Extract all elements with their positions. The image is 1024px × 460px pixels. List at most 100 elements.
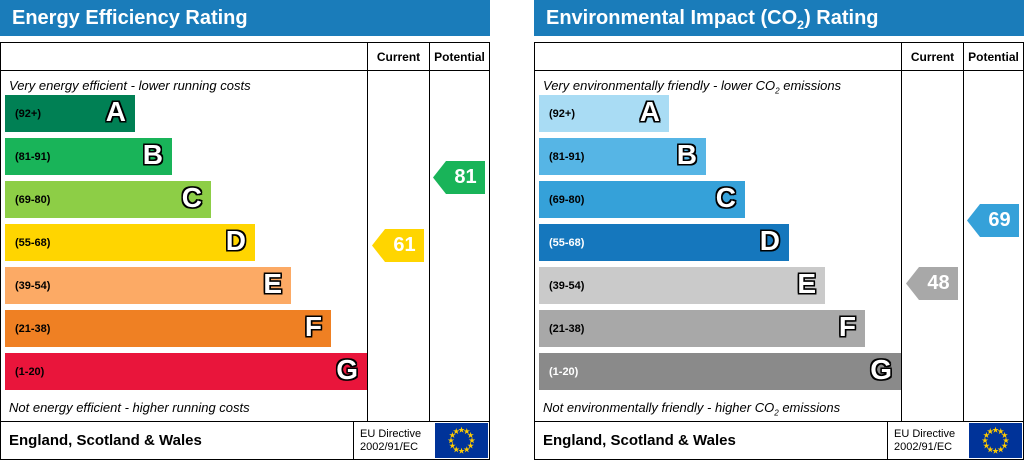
chart-table: Current Potential Very environmentally fri…: [534, 42, 1024, 460]
subscript-text: 2: [775, 86, 780, 96]
text-part: ) Rating: [804, 7, 879, 29]
band-range-label: (81-91): [549, 150, 585, 163]
eu-flag-star: [463, 446, 470, 453]
footer-row: England, Scotland & Wales EU Directive 200…: [535, 421, 1023, 459]
rating-band-e: (39-54) E: [539, 267, 825, 304]
column-headers-row: Current Potential: [1, 43, 489, 71]
rating-band-f: (21-38) F: [5, 310, 331, 347]
current-column-divider: [901, 43, 902, 421]
rating-band-f: (21-38) F: [539, 310, 865, 347]
eu-flag-star: [983, 431, 990, 438]
eu-flag-image: [969, 423, 1022, 458]
potential-column-divider: [429, 43, 430, 421]
rating-band-c: (69-80) C: [5, 181, 211, 218]
rating-band-d: (55-68) D: [539, 224, 789, 261]
eu-directive-text: EU Directive 2002/91/EC: [353, 422, 433, 459]
eu-flag-star: [1002, 437, 1010, 444]
top-note: Very environmentally friendly - lower CO…: [543, 78, 841, 96]
band-letter: G: [870, 354, 892, 386]
column-headers-row: Current Potential: [535, 43, 1023, 71]
eu-flag-star: [447, 437, 455, 444]
eu-directive-line: EU Directive: [894, 427, 956, 440]
footer-row: England, Scotland & Wales EU Directive 200…: [1, 421, 489, 459]
rating-band-g: (1-20) G: [5, 353, 367, 390]
band-range-label: (21-38): [549, 322, 585, 335]
region-label: England, Scotland & Wales: [543, 432, 736, 449]
potential-column-header: Potential: [968, 50, 1019, 64]
band-letter: F: [304, 311, 322, 343]
band-range-label: (55-68): [549, 236, 585, 249]
eu-flag-star: [997, 428, 1004, 435]
text-part: Very environmentally friendly - lower CO: [543, 78, 776, 93]
eu-flag-image: [435, 423, 488, 458]
band-letter: A: [639, 96, 660, 128]
eu-flag-star: [983, 442, 990, 449]
eu-flag-star: [981, 437, 989, 444]
current-column-divider: [367, 43, 368, 421]
epc-chart-energy-efficiency: Energy Efficiency Rating Current Potential…: [0, 0, 490, 460]
band-range-label: (69-80): [15, 193, 51, 206]
current-column-header: Current: [910, 50, 955, 64]
chart-title: Environmental Impact (CO2) Rating: [534, 0, 1024, 36]
band-letter: G: [336, 354, 358, 386]
rating-band-b: (81-91) B: [5, 138, 172, 175]
eu-flag-star: [997, 446, 1004, 453]
band-letter: E: [263, 268, 282, 300]
eu-flag-star: [467, 431, 474, 438]
subscript-text: 2: [797, 18, 805, 32]
band-letter: E: [797, 268, 816, 300]
band-letter: B: [676, 139, 697, 171]
eu-flag-star: [992, 447, 999, 454]
band-range-label: (1-20): [15, 365, 45, 378]
text-part: Not environmentally friendly - higher CO: [543, 400, 775, 415]
eu-flag-star: [463, 428, 470, 435]
band-range-label: (1-20): [549, 365, 579, 378]
text-part: Very energy efficient - lower running co…: [9, 78, 251, 93]
eu-flag-star: [458, 447, 465, 454]
region-label: England, Scotland & Wales: [9, 432, 202, 449]
eu-flag-star: [1001, 431, 1008, 438]
current-rating-arrow: 61: [372, 229, 424, 262]
epc-chart-environmental-impact: Environmental Impact (CO2) Rating Current…: [534, 0, 1024, 460]
subscript-text: 2: [774, 408, 779, 418]
bottom-note: Not energy efficient - higher running co…: [9, 400, 250, 415]
band-letter: A: [105, 96, 126, 128]
band-letter: F: [838, 311, 856, 343]
band-letter: D: [225, 225, 246, 257]
eu-flag-star: [987, 428, 994, 435]
current-rating-arrow: 48: [906, 267, 958, 300]
current-column-header: Current: [376, 50, 421, 64]
band-range-label: (92+): [549, 107, 575, 120]
band-letter: B: [142, 139, 163, 171]
eu-directive-text: EU Directive 2002/91/EC: [887, 422, 967, 459]
rating-band-d: (55-68) D: [5, 224, 255, 261]
eu-flag-star: [992, 426, 999, 433]
eu-flag: [433, 422, 489, 459]
eu-flag: [967, 422, 1023, 459]
eu-flag-star: [1001, 442, 1008, 449]
potential-column-divider: [963, 43, 964, 421]
eu-flag-star: [987, 446, 994, 453]
potential-rating-arrow: 69: [967, 204, 1019, 237]
text-part: Not energy efficient - higher running co…: [9, 400, 250, 415]
eu-directive-line: 2002/91/EC: [360, 440, 419, 453]
rating-scale-area: Very energy efficient - lower running co…: [1, 71, 489, 421]
bottom-note: Not environmentally friendly - higher CO…: [543, 400, 840, 418]
band-letter: D: [759, 225, 780, 257]
text-part: Energy Efficiency Rating: [12, 7, 248, 29]
band-letter: C: [181, 182, 202, 214]
eu-directive-line: 2002/91/EC: [894, 440, 953, 453]
eu-flag-star: [449, 442, 456, 449]
eu-flag-star: [449, 431, 456, 438]
chart-table: Current Potential Very energy efficient - …: [0, 42, 490, 460]
rating-band-e: (39-54) E: [5, 267, 291, 304]
band-letter: C: [715, 182, 736, 214]
potential-column-header: Potential: [434, 50, 485, 64]
band-range-label: (92+): [15, 107, 41, 120]
text-part: emissions: [778, 400, 841, 415]
rating-band-g: (1-20) G: [539, 353, 901, 390]
eu-flag-star: [453, 446, 460, 453]
band-range-label: (55-68): [15, 236, 51, 249]
rating-band-a: (92+) A: [539, 95, 669, 132]
